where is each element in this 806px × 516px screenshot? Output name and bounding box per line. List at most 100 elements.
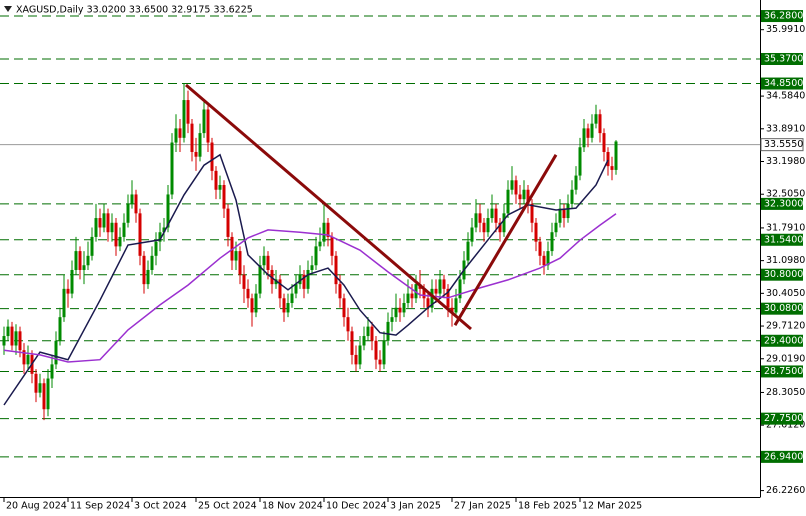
level-label: 31.5400 [764, 234, 803, 245]
candle-body [474, 213, 478, 228]
candle-body [54, 340, 58, 365]
candle-body [454, 298, 458, 313]
x-tick-label: 11 Sep 2024 [70, 501, 130, 512]
candle-body [530, 203, 534, 223]
candle-body [46, 378, 50, 410]
candle-body [102, 213, 106, 228]
candle-body [82, 265, 86, 270]
x-tick-label: 12 Mar 2025 [582, 501, 642, 512]
candle-body [390, 317, 394, 322]
y-tick-label: 31.7910 [766, 222, 805, 233]
x-tick-label: 27 Jan 2025 [454, 501, 511, 512]
candle-body [354, 354, 358, 365]
candle-body [594, 114, 598, 124]
candle-body [350, 331, 354, 355]
candle-body [558, 208, 562, 223]
candle-body [374, 340, 378, 360]
candle-body [450, 307, 454, 313]
candle-body [18, 331, 22, 351]
candle-body [346, 317, 350, 332]
candle-body [166, 194, 170, 228]
y-tick-label: 31.0980 [766, 255, 805, 266]
candle-body [34, 373, 38, 393]
candle-body [178, 128, 182, 138]
candle-body [274, 279, 278, 285]
trend-line [453, 154, 558, 326]
candle-body [438, 279, 442, 294]
candle-body [142, 255, 146, 285]
level-label-box [761, 197, 803, 210]
candle-body [510, 180, 514, 190]
candle-body [402, 303, 406, 313]
candle-body [382, 340, 386, 365]
candle-body [606, 151, 610, 167]
candle-body [262, 255, 266, 266]
candle-body [314, 246, 318, 266]
last-price-box [760, 138, 804, 152]
level-label-box [761, 412, 803, 425]
candle-body [426, 298, 430, 308]
candle-body [206, 109, 210, 143]
candle-body [502, 213, 506, 233]
candle-body [366, 326, 370, 337]
candle-body [562, 208, 566, 219]
candle-body [70, 269, 74, 294]
candle-body [186, 100, 190, 124]
candle-body [250, 298, 254, 313]
candle-body [602, 133, 606, 152]
level-label-box [761, 450, 803, 463]
level-label: 35.3700 [764, 53, 803, 64]
candle-body [26, 354, 30, 365]
level-label: 29.4000 [764, 335, 803, 346]
candle-body [526, 189, 530, 204]
candle-body [90, 236, 94, 256]
candle-body [214, 170, 218, 190]
level-label-box [761, 268, 803, 281]
candle-body [330, 236, 334, 256]
x-tick-label: 20 Aug 2024 [6, 501, 67, 512]
candle-body [38, 383, 42, 393]
level-label: 30.8000 [764, 269, 803, 280]
candle-body [282, 298, 286, 313]
candle-body [162, 227, 166, 233]
last-price-label: 33.5550 [764, 139, 803, 150]
candle-body [406, 293, 410, 304]
candle-body [434, 288, 438, 294]
candle-body [78, 251, 82, 270]
candle-body [322, 222, 326, 242]
candle-body [514, 180, 518, 195]
moving-average [3, 213, 617, 363]
candle-body [490, 208, 494, 219]
level-label: 36.2800 [764, 11, 803, 22]
y-tick-label: 27.6120 [766, 420, 805, 431]
y-tick-label: 33.1980 [766, 156, 805, 167]
candle-body [94, 218, 98, 237]
candle-body [326, 222, 330, 237]
level-label-box [761, 77, 803, 90]
candle-body [6, 326, 10, 337]
x-tick-label: 18 Feb 2025 [518, 501, 577, 512]
candle-body [66, 288, 70, 294]
candle-body [582, 128, 586, 148]
candle-body [258, 265, 262, 294]
y-tick-label: 28.3050 [766, 387, 805, 398]
y-tick-label: 29.0190 [766, 353, 805, 364]
candle-body [506, 189, 510, 214]
x-tick-label: 18 Nov 2024 [262, 501, 323, 512]
candle-body [422, 288, 426, 299]
candle-body [234, 251, 238, 261]
candle-body [342, 298, 346, 318]
candle-body [610, 166, 614, 170]
candle-body [550, 232, 554, 252]
candle-body [386, 321, 390, 341]
candle-body [242, 274, 246, 289]
candle-body [482, 222, 486, 233]
candle-body [218, 185, 222, 190]
candle-body [554, 222, 558, 233]
candle-body [198, 133, 202, 157]
level-label: 27.7500 [764, 413, 803, 424]
candle-body [110, 222, 114, 233]
candle-body [362, 336, 366, 346]
